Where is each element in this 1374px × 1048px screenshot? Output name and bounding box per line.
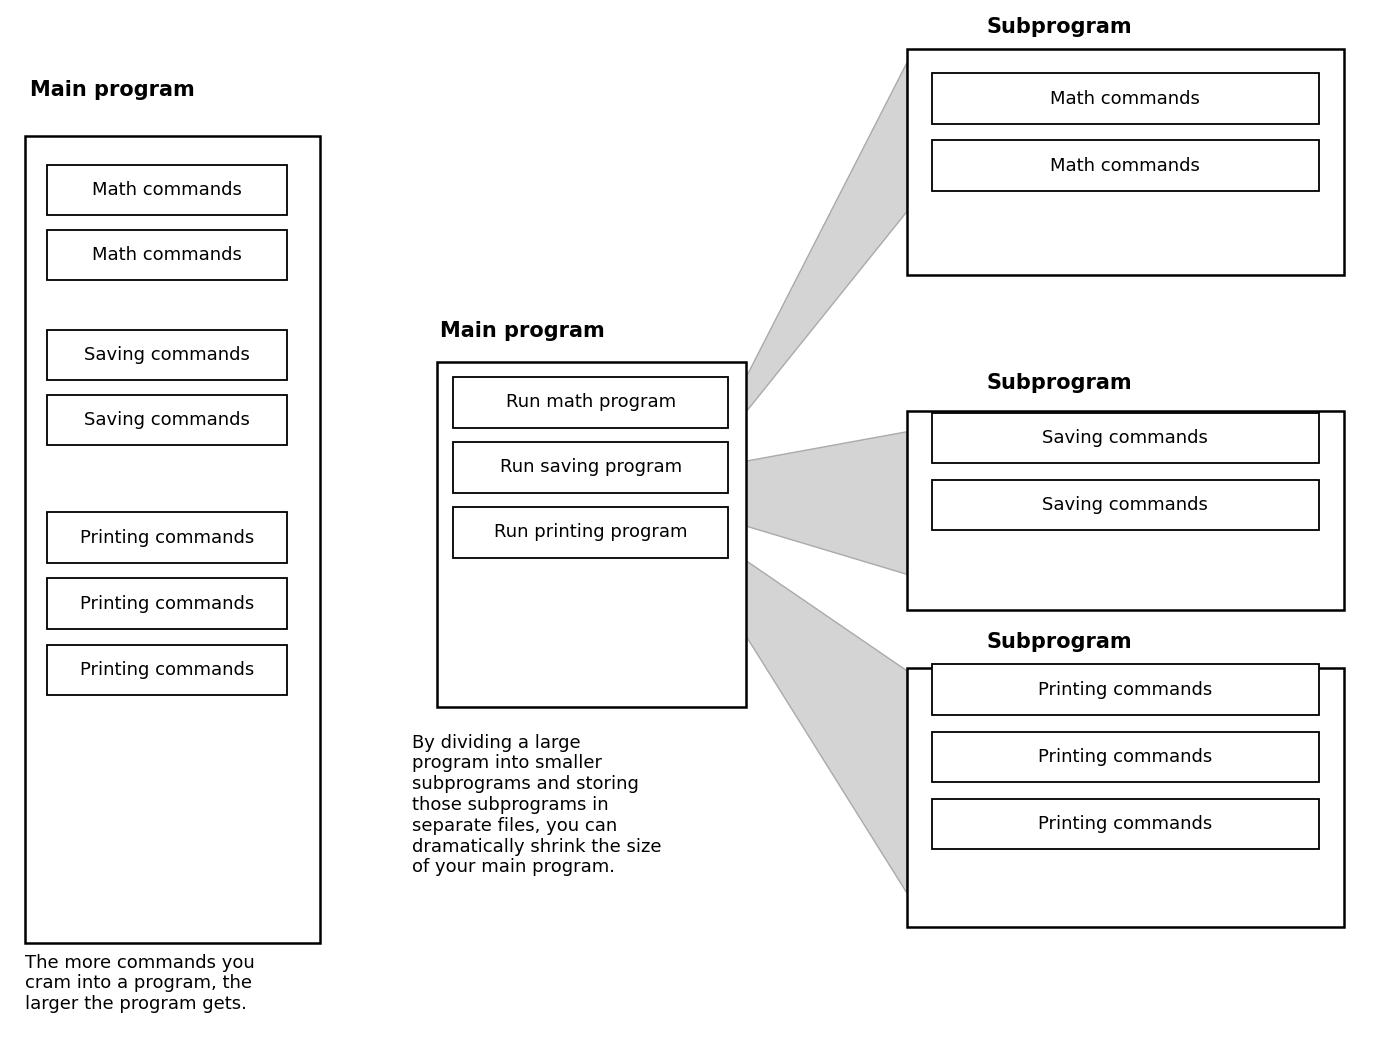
Text: Math commands: Math commands (1050, 156, 1201, 175)
FancyBboxPatch shape (907, 49, 1344, 275)
FancyBboxPatch shape (453, 442, 728, 493)
FancyBboxPatch shape (932, 413, 1319, 463)
Text: Printing commands: Printing commands (1039, 747, 1212, 766)
Text: Main program: Main program (30, 80, 195, 100)
Text: Run math program: Run math program (506, 393, 676, 412)
FancyBboxPatch shape (932, 140, 1319, 191)
FancyBboxPatch shape (47, 512, 287, 563)
Polygon shape (746, 63, 907, 412)
FancyBboxPatch shape (25, 136, 320, 943)
Text: By dividing a large
program into smaller
subprograms and storing
those subprogra: By dividing a large program into smaller… (412, 734, 662, 876)
Text: Math commands: Math commands (92, 180, 242, 199)
Text: Saving commands: Saving commands (1043, 496, 1208, 515)
FancyBboxPatch shape (932, 664, 1319, 715)
Text: The more commands you
cram into a program, the
larger the program gets.: The more commands you cram into a progra… (25, 954, 254, 1013)
Text: Main program: Main program (440, 321, 605, 341)
FancyBboxPatch shape (47, 230, 287, 280)
FancyBboxPatch shape (453, 377, 728, 428)
Text: Printing commands: Printing commands (1039, 680, 1212, 699)
Text: Subprogram: Subprogram (987, 373, 1132, 393)
Polygon shape (746, 561, 907, 893)
Text: Printing commands: Printing commands (80, 660, 254, 679)
Text: Subprogram: Subprogram (987, 632, 1132, 652)
FancyBboxPatch shape (932, 480, 1319, 530)
FancyBboxPatch shape (932, 732, 1319, 782)
FancyBboxPatch shape (932, 799, 1319, 849)
Text: Subprogram: Subprogram (987, 17, 1132, 37)
Polygon shape (746, 432, 907, 574)
Text: Saving commands: Saving commands (84, 411, 250, 430)
Text: Printing commands: Printing commands (80, 594, 254, 613)
Text: Run saving program: Run saving program (500, 458, 682, 477)
FancyBboxPatch shape (907, 668, 1344, 927)
FancyBboxPatch shape (907, 411, 1344, 610)
FancyBboxPatch shape (47, 395, 287, 445)
Text: Printing commands: Printing commands (1039, 814, 1212, 833)
FancyBboxPatch shape (47, 330, 287, 380)
FancyBboxPatch shape (47, 645, 287, 695)
Text: Run printing program: Run printing program (495, 523, 687, 542)
FancyBboxPatch shape (437, 362, 746, 707)
FancyBboxPatch shape (932, 73, 1319, 124)
Text: Math commands: Math commands (1050, 89, 1201, 108)
Text: Saving commands: Saving commands (84, 346, 250, 365)
Text: Saving commands: Saving commands (1043, 429, 1208, 447)
Text: Printing commands: Printing commands (80, 528, 254, 547)
FancyBboxPatch shape (47, 578, 287, 629)
FancyBboxPatch shape (47, 165, 287, 215)
FancyBboxPatch shape (453, 507, 728, 558)
Text: Math commands: Math commands (92, 245, 242, 264)
